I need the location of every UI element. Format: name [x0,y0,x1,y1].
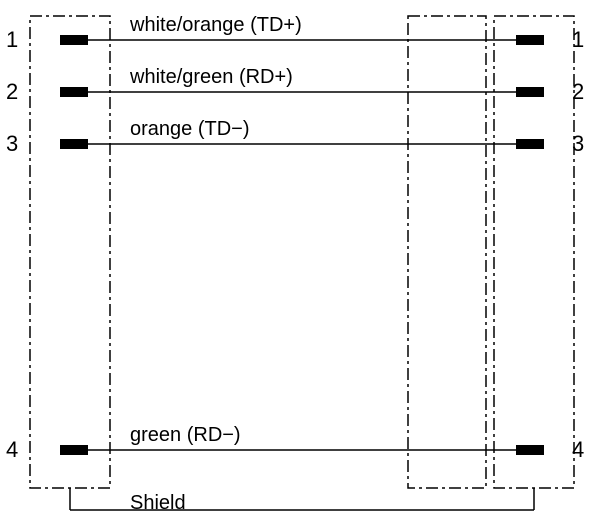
left-pin-number-3: 3 [6,131,18,157]
cable-box [408,16,486,488]
shield-label: Shield [130,492,186,515]
wire-label-2: white/green (RD+) [130,66,293,89]
left-pin-number-4: 4 [6,437,18,463]
right-pin-number-3: 3 [572,131,584,157]
left-pin-marker-2 [60,87,88,97]
right-connector-box [494,16,574,488]
right-pin-marker-3 [516,139,544,149]
wiring-diagram [0,0,600,519]
right-pin-marker-1 [516,35,544,45]
left-pin-marker-1 [60,35,88,45]
right-pin-number-2: 2 [572,79,584,105]
right-pin-number-1: 1 [572,27,584,53]
left-pin-marker-4 [60,445,88,455]
right-pin-marker-2 [516,87,544,97]
left-pin-number-1: 1 [6,27,18,53]
left-pin-number-2: 2 [6,79,18,105]
left-connector-box [30,16,110,488]
wire-label-4: green (RD−) [130,424,241,447]
right-pin-marker-4 [516,445,544,455]
left-pin-marker-3 [60,139,88,149]
right-pin-number-4: 4 [572,437,584,463]
wire-label-3: orange (TD−) [130,118,250,141]
wire-label-1: white/orange (TD+) [130,14,302,37]
